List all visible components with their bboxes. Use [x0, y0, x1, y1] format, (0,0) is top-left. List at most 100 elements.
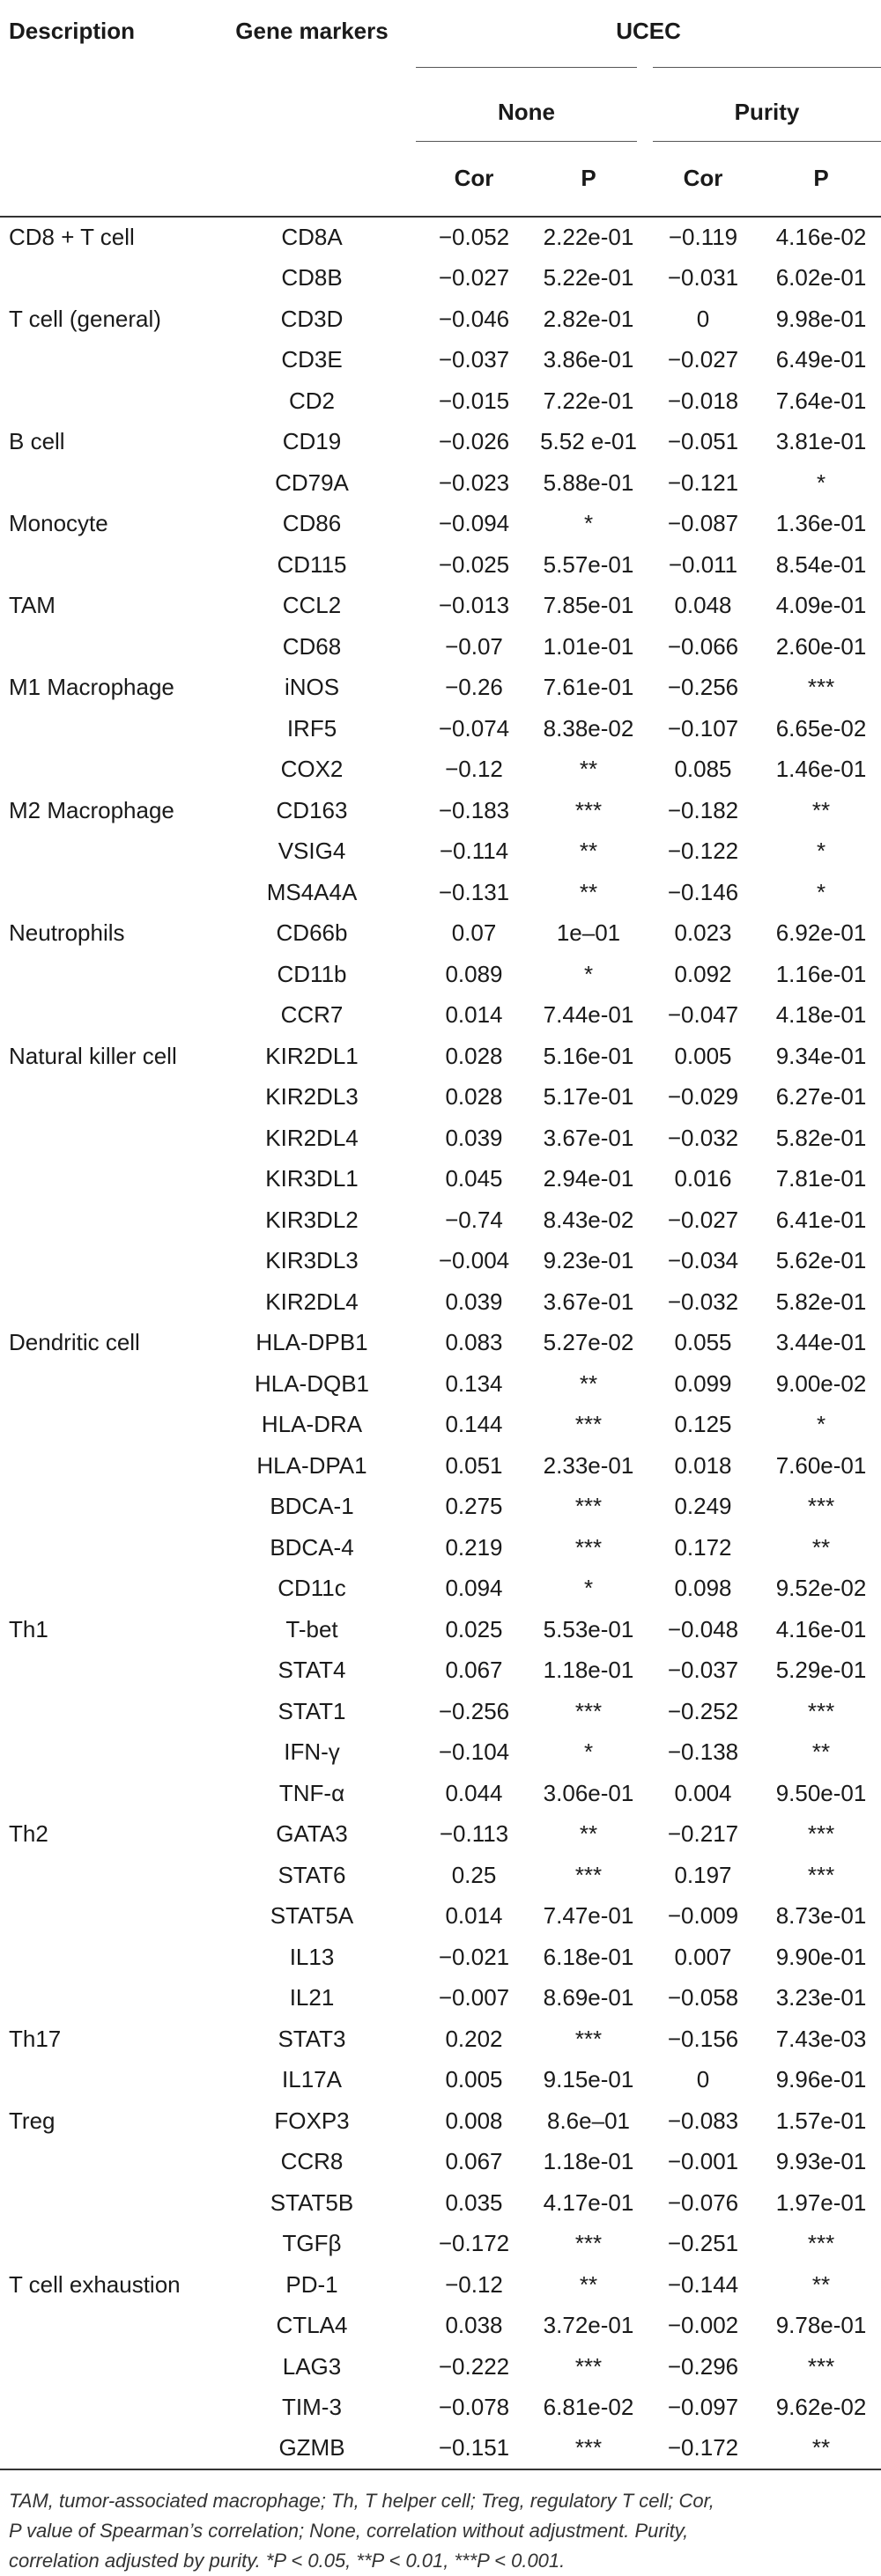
- purity-cor-cell: 0.048: [674, 592, 732, 619]
- table-row: KIR2DL4 0.039 3.67e-01 −0.032 5.82e-01: [0, 1281, 881, 1323]
- gene-marker-cell: STAT6: [278, 1861, 346, 1888]
- purity-p-cell: 1.16e-01: [775, 960, 867, 987]
- cell-type-cell: [0, 2060, 208, 2101]
- none-cor-cell: −0.12: [445, 756, 503, 783]
- gene-marker-cell: KIR2DL4: [265, 1124, 359, 1151]
- purity-cor-cell: 0.055: [674, 1329, 732, 1356]
- gene-marker-cell: KIR2DL3: [265, 1083, 359, 1111]
- cell-type-cell: [0, 1199, 208, 1241]
- gene-marker-cell: CCR8: [280, 2148, 344, 2175]
- gene-marker-cell: TGFβ: [282, 2230, 342, 2257]
- purity-p-cell: 8.73e-01: [775, 1902, 867, 1930]
- gene-marker-cell: CD79A: [275, 469, 349, 496]
- none-cor-cell: 0.028: [445, 1083, 503, 1111]
- purity-cor-cell: −0.121: [667, 469, 739, 496]
- none-cor-cell: −0.74: [445, 1206, 503, 1233]
- table-row: CD115 −0.025 5.57e-01 −0.011 8.54e-01: [0, 544, 881, 586]
- table-row: TAM CCL2 −0.013 7.85e-01 0.048 4.09e-01: [0, 586, 881, 627]
- cell-type-cell: B cell: [9, 428, 65, 455]
- purity-cor-cell: 0: [696, 305, 710, 332]
- gene-marker-cell: IL21: [289, 1984, 335, 2011]
- purity-cor-cell: −0.296: [667, 2352, 739, 2380]
- gene-marker-cell: CD68: [282, 632, 342, 660]
- cell-type-cell: [0, 2224, 208, 2265]
- none-cor-cell: −0.113: [439, 1820, 509, 1848]
- cell-type-cell: [0, 1650, 208, 1692]
- none-cor-cell: −0.046: [438, 305, 510, 332]
- none-p-cell: 3.67e-01: [543, 1124, 634, 1151]
- table-footnote: TAM, tumor-associated macrophage; Th, T …: [0, 2470, 881, 2576]
- table-row: Treg FOXP3 0.008 8.6e–01 −0.083 1.57e-01: [0, 2100, 881, 2142]
- cell-type-cell: Treg: [9, 2107, 56, 2134]
- cell-type-cell: T cell (general): [9, 305, 161, 332]
- none-cor-cell: 0.039: [445, 1288, 503, 1315]
- purity-p-cell: 8.54e-01: [775, 550, 867, 578]
- cell-type-cell: Natural killer cell: [9, 1042, 177, 1069]
- header-spacer: [0, 141, 208, 218]
- none-cor-cell: −0.07: [445, 632, 503, 660]
- cell-type-cell: [0, 1281, 208, 1323]
- table-row: CCR7 0.014 7.44e-01 −0.047 4.18e-01: [0, 995, 881, 1037]
- none-cor-cell: 0.134: [445, 1369, 503, 1397]
- cell-type-cell: Neutrophils: [9, 919, 125, 947]
- cell-type-cell: [0, 1732, 208, 1774]
- purity-p-cell: 9.34e-01: [775, 1042, 867, 1069]
- purity-cor-cell: −0.138: [667, 1738, 739, 1766]
- purity-p-cell: 7.60e-01: [775, 1451, 867, 1479]
- purity-p-cell: 7.64e-01: [775, 387, 867, 414]
- purity-cor-cell: 0.172: [674, 1533, 732, 1561]
- gene-marker-cell: STAT5B: [270, 2188, 354, 2216]
- table-row: COX2 −0.12 ** 0.085 1.46e-01: [0, 749, 881, 791]
- none-p-cell: 1.18e-01: [543, 2148, 634, 2175]
- gene-marker-cell: CD11b: [277, 960, 347, 987]
- none-p-cell: 1e–01: [556, 919, 621, 947]
- table-row: M1 Macrophage iNOS −0.26 7.61e-01 −0.256 ***: [0, 668, 881, 709]
- none-p-cell: *: [583, 510, 594, 537]
- none-cor-cell: 0.051: [445, 1451, 503, 1479]
- header-spacer: [208, 67, 416, 141]
- purity-cor-cell: 0.016: [674, 1165, 732, 1192]
- purity-p-cell: ***: [807, 1820, 835, 1848]
- cell-type-cell: Dendritic cell: [9, 1329, 140, 1356]
- gene-marker-cell: IL17A: [282, 2066, 342, 2093]
- cell-type-cell: M1 Macrophage: [9, 674, 174, 701]
- table-row: IRF5 −0.074 8.38e-02 −0.107 6.65e-02: [0, 708, 881, 749]
- none-cor-cell: 0.067: [445, 2148, 503, 2175]
- none-cor-cell: 0.044: [445, 1779, 503, 1806]
- none-cor-cell: −0.025: [438, 550, 510, 578]
- table-row: TIM-3 −0.078 6.81e-02 −0.097 9.62e-02: [0, 2388, 881, 2429]
- none-p-cell: 7.44e-01: [543, 1001, 634, 1029]
- table-row: Th17 STAT3 0.202 *** −0.156 7.43e-03: [0, 2019, 881, 2060]
- none-cor-cell: 0.039: [445, 1124, 503, 1151]
- purity-cor-cell: −0.122: [667, 838, 739, 865]
- gene-marker-cell: KIR2DL1: [265, 1042, 359, 1069]
- purity-cor-cell: −0.144: [667, 2270, 739, 2298]
- purity-cor-cell: 0.005: [674, 1042, 732, 1069]
- purity-p-cell: *: [816, 1411, 826, 1438]
- none-cor-cell: −0.104: [438, 1738, 510, 1766]
- correlation-table: Description Gene markers UCEC None Purit…: [0, 0, 881, 2470]
- purity-cor-cell: −0.087: [667, 510, 739, 537]
- purity-p-cell: 4.16e-01: [775, 1615, 867, 1642]
- none-cor-cell: 0.014: [445, 1001, 503, 1029]
- none-cor-cell: −0.027: [438, 264, 510, 292]
- none-cor-cell: 0.219: [445, 1533, 503, 1561]
- table-row: MS4A4A −0.131 ** −0.146 *: [0, 872, 881, 913]
- table-row: IL17A 0.005 9.15e-01 0 9.96e-01: [0, 2060, 881, 2101]
- gene-marker-cell: KIR3DL1: [265, 1165, 359, 1192]
- purity-cor-cell: −0.058: [667, 1984, 739, 2011]
- table-row: KIR3DL1 0.045 2.94e-01 0.016 7.81e-01: [0, 1159, 881, 1200]
- purity-cor-cell: −0.252: [667, 1697, 739, 1724]
- gene-marker-cell: CD8A: [281, 224, 343, 251]
- gene-marker-cell: STAT3: [278, 2025, 346, 2052]
- none-p-cell: 7.22e-01: [543, 387, 634, 414]
- purity-p-cell: 3.44e-01: [775, 1329, 867, 1356]
- purity-p-cell: **: [811, 796, 831, 823]
- gene-marker-cell: PD-1: [285, 2270, 338, 2298]
- gene-marker-cell: CD115: [277, 550, 347, 578]
- purity-cor-cell: −0.076: [667, 2188, 739, 2216]
- purity-cor-cell: −0.027: [667, 346, 739, 373]
- gene-marker-cell: KIR2DL4: [265, 1288, 359, 1315]
- table-row: IFN-γ −0.104 * −0.138 **: [0, 1732, 881, 1774]
- table-body: CD8 + T cell CD8A −0.052 2.22e-01 −0.119 4.16…: [0, 217, 881, 2470]
